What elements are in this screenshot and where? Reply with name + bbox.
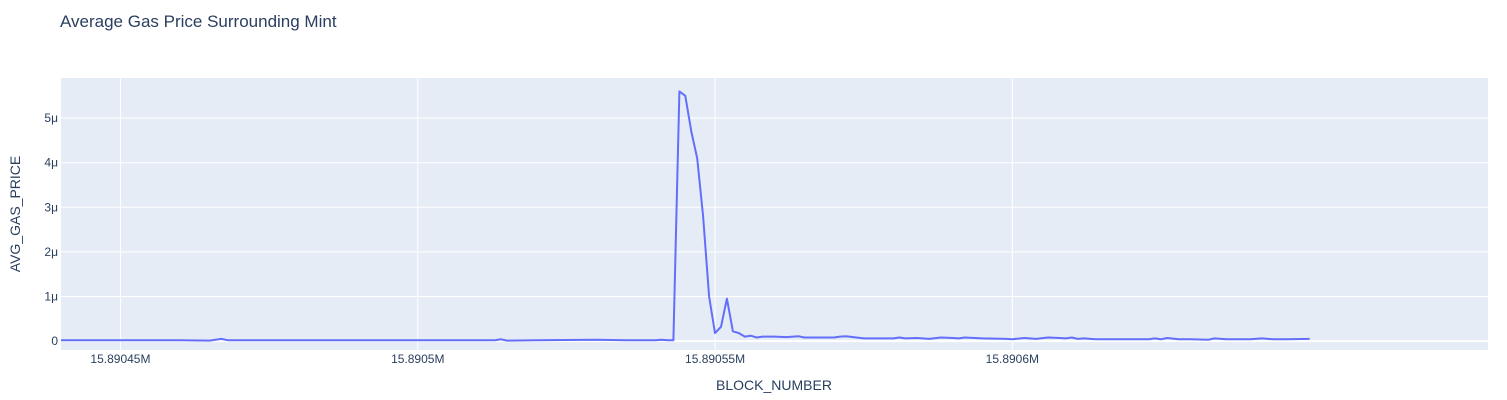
y-tick-label-4: 4μ [44, 156, 58, 170]
series-layer [61, 90, 1310, 342]
x-axis-title: BLOCK_NUMBER [716, 377, 832, 393]
y-tick-label-1: 1μ [44, 289, 58, 303]
chart-title: Average Gas Price Surrounding Mint [60, 12, 337, 31]
y-axis-title: AVG_GAS_PRICE [7, 156, 23, 272]
x-tick-label-2: 15.89055M [685, 352, 745, 366]
series-line-0 [61, 90, 1310, 342]
x-tick-label-1: 15.8905M [391, 352, 444, 366]
y-tick-labels: 0 1μ 2μ 3μ 4μ 5μ [44, 111, 58, 348]
y-tick-label-2: 2μ [44, 245, 58, 259]
x-tick-labels: 15.89045M 15.8905M 15.89055M 15.8906M [90, 352, 1039, 366]
y-tick-label-3: 3μ [44, 200, 58, 214]
plot-background [61, 78, 1488, 350]
y-tick-label-0: 0 [51, 334, 58, 348]
x-gridlines [119, 78, 1013, 350]
x-tick-label-3: 15.8906M [986, 352, 1039, 366]
y-tick-label-5: 5μ [44, 111, 58, 125]
x-tick-label-0: 15.89045M [90, 352, 150, 366]
